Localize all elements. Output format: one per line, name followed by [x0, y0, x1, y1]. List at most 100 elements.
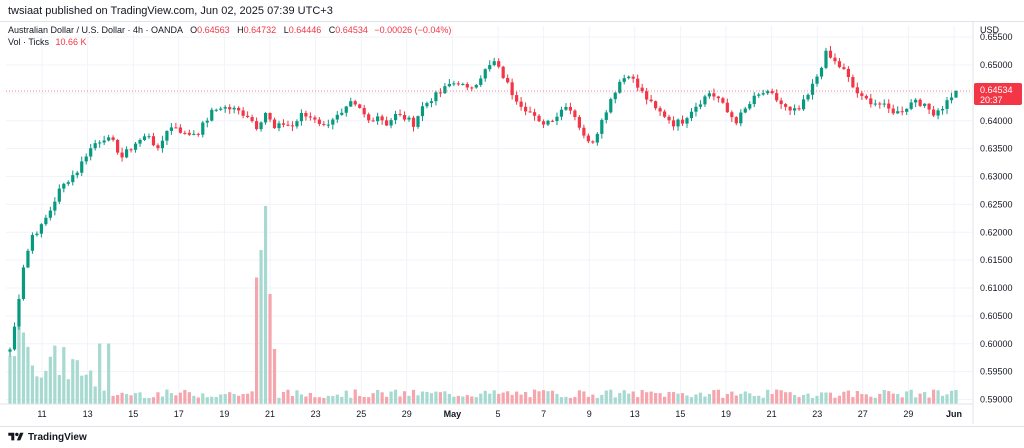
candle-body: [362, 107, 366, 115]
time-tick-label: 19: [219, 409, 229, 419]
volume-bar: [492, 390, 496, 404]
time-tick-label: 25: [356, 409, 366, 419]
candle-body: [532, 112, 537, 116]
volume-bar: [779, 390, 783, 404]
volume-bar: [501, 392, 505, 404]
volume-bar: [192, 395, 196, 404]
volume-bar: [878, 393, 882, 404]
candle-body: [537, 115, 541, 122]
volume-bar: [129, 395, 133, 404]
price-chart[interactable]: 0.655000.650000.645000.640000.635000.630…: [0, 22, 1024, 426]
volume-bar: [456, 395, 460, 404]
candle-body: [84, 156, 88, 162]
volume-bar: [860, 394, 864, 404]
candle-body: [169, 127, 174, 131]
volume-bar: [573, 396, 577, 404]
candle-body: [259, 122, 263, 130]
volume-bar: [927, 397, 931, 404]
price-tick-label: 0.61000: [980, 283, 1013, 293]
candle-body: [707, 93, 712, 97]
candle-body: [156, 145, 160, 149]
volume-bar: [26, 346, 30, 404]
tradingview-brand[interactable]: TradingView: [8, 431, 87, 443]
footer: TradingView: [0, 426, 1024, 448]
candle-body: [501, 66, 505, 78]
volume-bar: [434, 391, 438, 404]
candle-body: [107, 137, 111, 141]
candle-body: [801, 99, 806, 110]
volume-bar: [882, 390, 886, 404]
volume-bar: [488, 393, 492, 404]
candle-body: [210, 109, 214, 121]
candle-body: [299, 112, 304, 122]
volume-bar: [438, 392, 443, 404]
volume-bar: [93, 386, 97, 404]
candle-body: [89, 148, 93, 157]
candle-body: [223, 107, 227, 109]
candle-body: [541, 121, 546, 125]
candle-body: [712, 93, 716, 97]
candle-body: [725, 102, 729, 113]
candle-body: [855, 87, 859, 94]
volume-bar: [353, 389, 357, 404]
candle-body: [497, 61, 501, 67]
legend-low-label: L: [283, 25, 289, 35]
candle-body: [573, 110, 577, 118]
volume-bar: [739, 393, 743, 404]
legend-close-label: C: [328, 25, 336, 35]
candle-body: [555, 116, 559, 121]
volume-bar: [268, 294, 272, 404]
candle-body: [187, 132, 191, 135]
candle-body: [730, 112, 734, 118]
candle-body: [770, 91, 774, 94]
time-tick-label: 11: [37, 409, 46, 419]
candle-body: [57, 188, 61, 202]
candle-body: [591, 141, 595, 143]
candle-body: [183, 132, 187, 134]
volume-bar: [340, 396, 344, 404]
volume-bar: [891, 393, 895, 404]
candle-body: [205, 120, 209, 123]
time-tick-label: 23: [812, 409, 822, 419]
chart-area[interactable]: 0.655000.650000.645000.640000.635000.630…: [0, 22, 1024, 426]
candle-body: [326, 124, 330, 126]
candle-body: [636, 78, 640, 88]
price-tick-label: 0.59500: [980, 367, 1013, 377]
candle-body: [380, 116, 384, 121]
volume-bar: [685, 395, 689, 404]
volume-bar: [393, 389, 398, 404]
volume-bar: [725, 393, 729, 404]
candle-body: [923, 103, 927, 106]
volume-bar: [797, 397, 801, 404]
volume-bar: [232, 394, 236, 404]
legend-change: −0.00026 (−0.04%): [374, 25, 452, 35]
time-tick-label: 17: [174, 409, 184, 419]
volume-bar: [416, 395, 420, 404]
bar-countdown: 20:37: [980, 95, 1003, 105]
candle-body: [546, 120, 550, 125]
candle-body: [416, 116, 420, 127]
candle-body: [138, 139, 142, 144]
volume-bar: [443, 391, 447, 404]
legend-volume-label: Vol · Ticks: [8, 37, 50, 47]
volume-bar: [461, 396, 465, 404]
volume-bar: [62, 347, 66, 404]
candle-body: [263, 113, 268, 123]
volume-bar: [618, 393, 622, 404]
volume-bar: [30, 365, 35, 404]
candle-body: [393, 113, 398, 121]
volume-bar: [111, 395, 115, 404]
candle-body: [931, 109, 936, 116]
candle-body: [268, 113, 272, 120]
candle-body: [833, 57, 837, 62]
candle-body: [658, 108, 662, 112]
legend-high-label: H: [237, 25, 244, 35]
price-tick-label: 0.62000: [980, 227, 1013, 237]
volume-bar: [743, 391, 747, 404]
candle-body: [465, 83, 469, 88]
candle-body: [75, 172, 79, 176]
volume-bar: [788, 392, 792, 404]
candle-body: [371, 120, 375, 122]
volume-bar: [537, 391, 541, 404]
candle-body: [304, 112, 308, 117]
